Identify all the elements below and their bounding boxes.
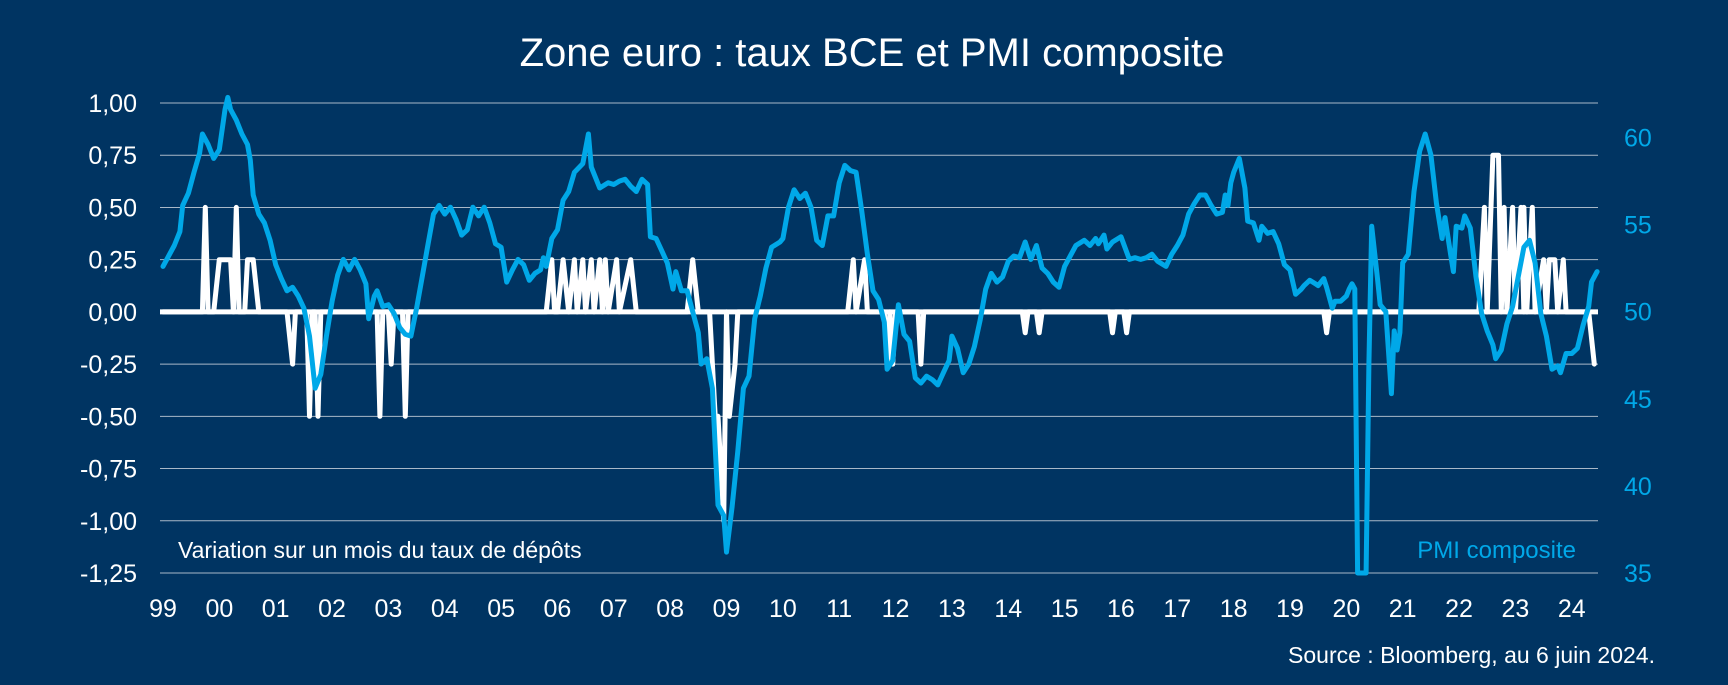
series-deposit-rate-change <box>160 152 1597 524</box>
x-tick-label: 16 <box>1107 595 1135 623</box>
x-tick-label: 21 <box>1389 595 1417 623</box>
annotation-deposit-rate: Variation sur un mois du taux de dépôts <box>178 537 582 563</box>
x-tick-label: 19 <box>1276 595 1304 623</box>
left-tick-label: 0,25 <box>88 247 137 275</box>
right-tick-label: 55 <box>1624 212 1652 240</box>
x-tick-label: 11 <box>826 595 852 623</box>
x-tick-label: 12 <box>882 595 910 623</box>
x-tick-label: 05 <box>487 595 515 623</box>
left-axis-ticks: 1,00 0,75 0,50 0,25 0,00 -0,25 -0,50 -0,75 -1,00… <box>80 90 137 588</box>
x-tick-label: 04 <box>431 595 459 623</box>
x-tick-label: 01 <box>262 595 290 623</box>
x-tick-label: 23 <box>1501 595 1529 623</box>
right-tick-label: 50 <box>1624 299 1652 327</box>
left-tick-label: 0,75 <box>88 142 137 170</box>
x-tick-label: 06 <box>544 595 572 623</box>
x-tick-label: 24 <box>1558 595 1586 623</box>
left-tick-label: 0,00 <box>88 299 137 327</box>
x-tick-label: 20 <box>1332 595 1360 623</box>
right-tick-label: 40 <box>1624 473 1652 501</box>
right-axis-ticks: 60 55 50 45 40 35 <box>1624 125 1652 589</box>
x-tick-label: 13 <box>938 595 966 623</box>
series-lines <box>160 94 1600 576</box>
x-tick-label: 99 <box>149 595 177 623</box>
x-tick-label: 03 <box>374 595 402 623</box>
annotation-pmi: PMI composite <box>1417 537 1576 564</box>
x-tick-label: 00 <box>205 595 233 623</box>
right-tick-label: 35 <box>1624 560 1652 588</box>
chart-title: Zone euro : taux BCE et PMI composite <box>520 31 1225 75</box>
x-tick-label: 17 <box>1163 595 1191 623</box>
right-tick-label: 60 <box>1624 125 1652 153</box>
x-tick-label: 07 <box>600 595 628 623</box>
left-tick-label: -0,25 <box>80 351 137 379</box>
left-tick-label: -0,50 <box>80 403 137 431</box>
x-tick-label: 14 <box>994 595 1022 623</box>
source-note: Source : Bloomberg, au 6 juin 2024. <box>1288 642 1655 668</box>
right-tick-label: 45 <box>1624 386 1652 414</box>
gridlines <box>160 102 1598 574</box>
x-axis-ticks: 99 00 01 02 03 04 05 06 07 08 09 10 11 12 13 14 15 16 17 18… <box>149 595 1586 623</box>
left-tick-label: -1,25 <box>80 560 137 588</box>
x-tick-label: 02 <box>318 595 346 623</box>
x-tick-label: 08 <box>656 595 684 623</box>
x-tick-label: 15 <box>1051 595 1079 623</box>
x-tick-label: 18 <box>1220 595 1248 623</box>
series-pmi-composite <box>160 94 1600 576</box>
left-tick-label: 1,00 <box>88 90 137 118</box>
x-tick-label: 09 <box>713 595 741 623</box>
x-tick-label: 10 <box>769 595 797 623</box>
x-tick-label: 22 <box>1445 595 1473 623</box>
left-tick-label: -1,00 <box>80 508 137 536</box>
left-tick-label: -0,75 <box>80 456 137 484</box>
left-tick-label: 0,50 <box>88 194 137 222</box>
